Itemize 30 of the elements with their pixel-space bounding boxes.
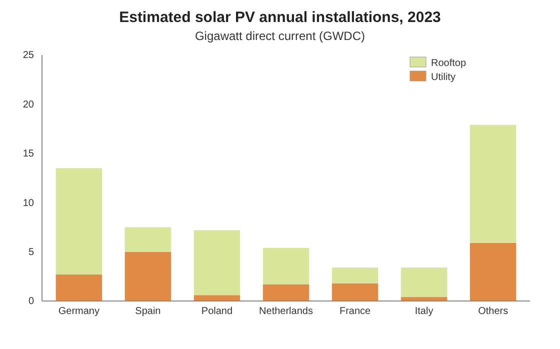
bar [124, 252, 172, 301]
legend-label: Rooftop [431, 58, 466, 69]
legend-label: Utility [431, 72, 456, 83]
y-tick-label: 5 [28, 247, 34, 258]
bar [470, 242, 516, 301]
bar [400, 268, 448, 298]
bar [262, 248, 310, 284]
bar [194, 295, 240, 301]
x-tick-label: Others [478, 306, 508, 318]
x-tick-label: Netherlands [259, 306, 313, 318]
bar [124, 227, 172, 252]
y-tick-label: 15 [22, 148, 34, 160]
bar [470, 124, 516, 243]
x-tick-label: Spain [135, 306, 161, 318]
x-tick-label: France [339, 306, 372, 318]
bar [332, 283, 378, 301]
y-tick-label: 20 [22, 99, 34, 110]
y-tick-label: 10 [22, 198, 34, 209]
y-tick-label: 25 [22, 50, 34, 62]
bar [332, 268, 378, 284]
x-tick-label: Poland [201, 306, 233, 318]
bar [194, 230, 240, 296]
chart-title: Estimated solar PV annual installations, 2023 [119, 9, 441, 26]
y-tick-label: 0 [28, 296, 34, 308]
chart-subtitle: Gigawatt direct current (GWDC) [194, 29, 366, 43]
x-tick-label: Italy [414, 306, 434, 318]
bar [56, 168, 102, 274]
x-tick-label: Germany [58, 306, 100, 318]
bar [262, 284, 310, 301]
bar [56, 274, 102, 301]
